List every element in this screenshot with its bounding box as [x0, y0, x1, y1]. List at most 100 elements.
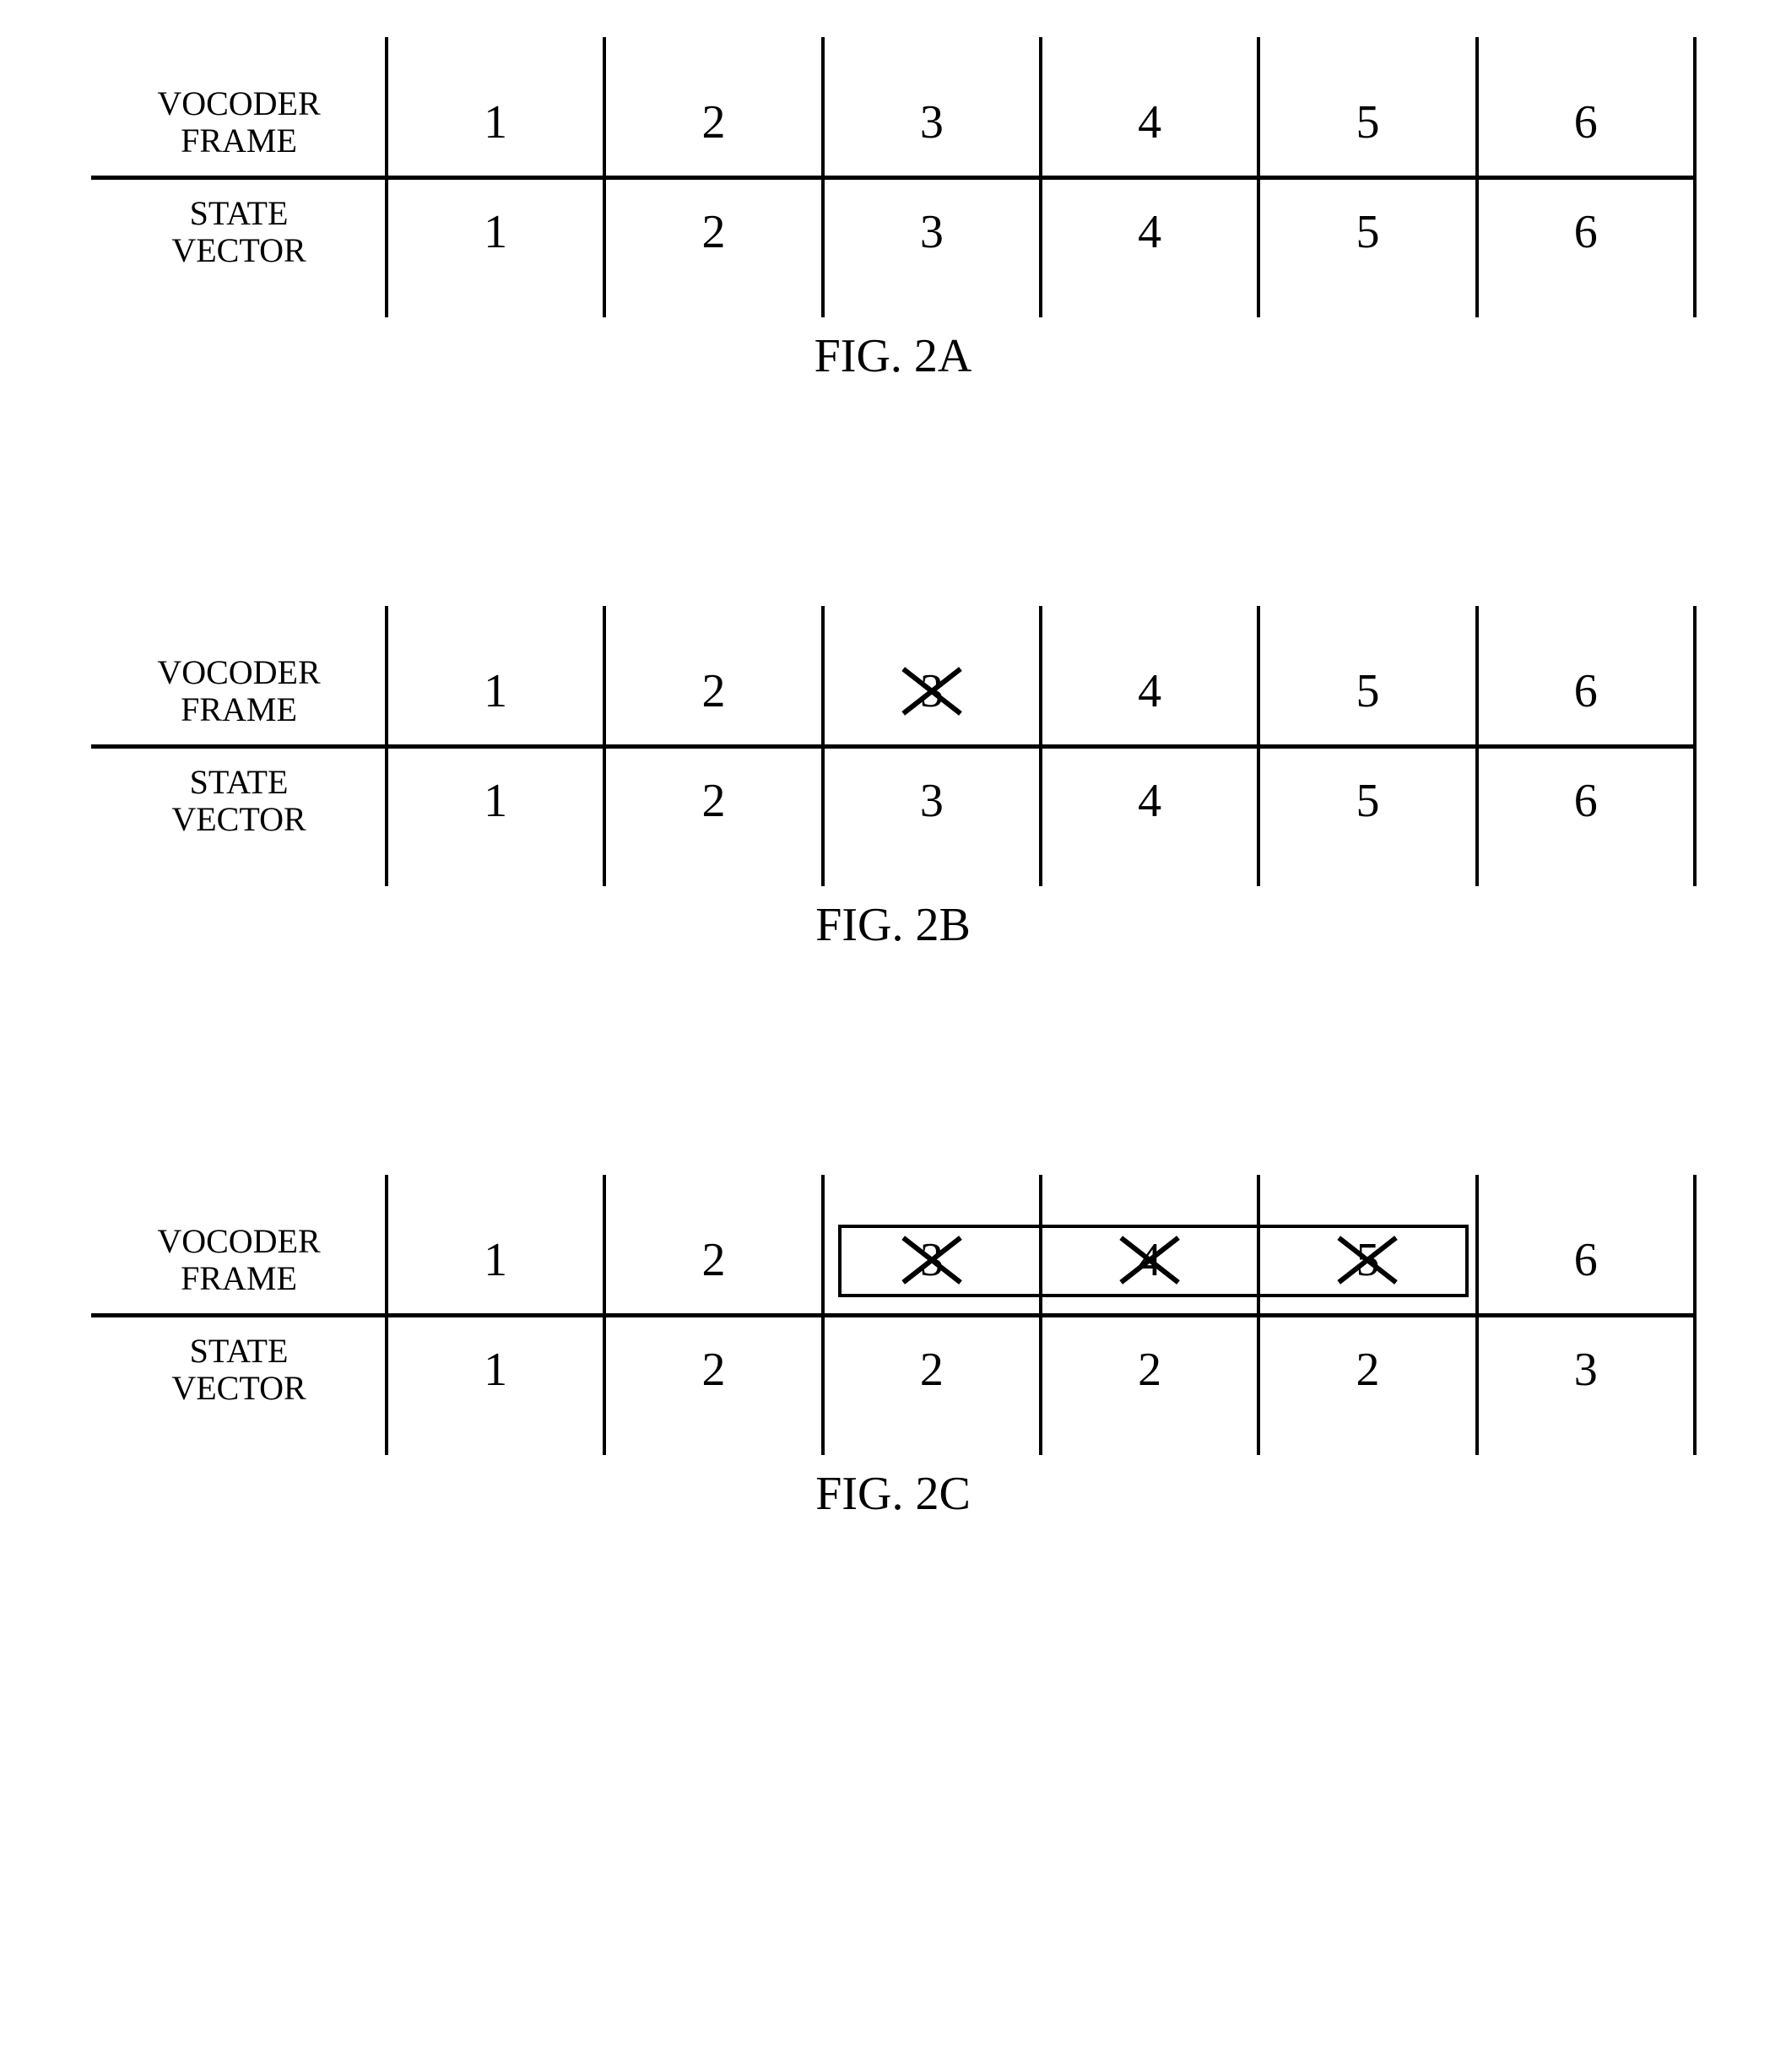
column-divider-bottom — [1039, 746, 1042, 886]
row-label-state: STATE VECTOR — [91, 177, 387, 287]
state-vector-value: 6 — [1574, 205, 1598, 259]
state-vector-value: 1 — [484, 774, 507, 828]
vocoder-frame-cell: 2 — [604, 1205, 822, 1315]
state-vector-cell: 4 — [1041, 746, 1258, 856]
vocoder-frame-value: 3 — [920, 1233, 944, 1287]
row-label-vocoder: VOCODER FRAME — [91, 636, 387, 746]
state-vector-cell: 2 — [604, 177, 822, 287]
state-vector-value: 2 — [701, 1343, 725, 1397]
vocoder-frame-value: 3 — [920, 664, 944, 718]
state-vector-cell: 2 — [1041, 1315, 1258, 1425]
vocoder-frame-value: 2 — [701, 664, 725, 718]
column-divider-bottom — [603, 177, 606, 317]
vocoder-frame-cell: 4 — [1041, 68, 1258, 177]
column-divider-bottom — [1693, 746, 1697, 886]
column-divider-top — [1257, 1175, 1260, 1315]
frame-state-table: VOCODER FRAME123456STATE VECTOR122223 — [91, 1205, 1695, 1425]
state-vector-cell: 5 — [1258, 177, 1476, 287]
state-vector-cell: 3 — [823, 177, 1041, 287]
column-divider-bottom — [385, 1315, 388, 1455]
state-vector-row: STATE VECTOR123456 — [91, 746, 1695, 856]
vocoder-frame-value: 6 — [1574, 95, 1598, 149]
vocoder-frame-value: 2 — [701, 1233, 725, 1287]
column-divider-top — [821, 606, 825, 746]
column-divider-top — [385, 1175, 388, 1315]
state-vector-value: 3 — [1574, 1343, 1598, 1397]
row-label-state: STATE VECTOR — [91, 746, 387, 856]
frame-state-table: VOCODER FRAME 1 2 3 4 5 6 STATE VECTOR 1 2 3 4 5 6 — [91, 68, 1695, 287]
state-vector-value: 3 — [920, 774, 944, 828]
state-vector-value: 6 — [1574, 774, 1598, 828]
row-divider-line — [91, 744, 1695, 749]
vocoder-frame-cell: 1 — [387, 1205, 604, 1315]
column-divider-bottom — [385, 746, 388, 886]
state-vector-value: 2 — [1138, 1343, 1161, 1397]
column-divider-top — [603, 1175, 606, 1315]
column-divider-top — [1693, 37, 1697, 177]
state-vector-cell: 3 — [1477, 1315, 1695, 1425]
vocoder-frame-value: 6 — [1574, 1233, 1598, 1287]
column-divider-bottom — [1475, 1315, 1479, 1455]
column-divider-bottom — [603, 746, 606, 886]
vocoder-frame-value: 1 — [484, 95, 507, 149]
vocoder-frame-cell: 2 — [604, 68, 822, 177]
column-divider-bottom — [1693, 177, 1697, 317]
state-vector-value: 4 — [1138, 205, 1161, 259]
state-vector-value: 4 — [1138, 774, 1161, 828]
column-divider-bottom — [1693, 1315, 1697, 1455]
vocoder-frame-cell: 5 — [1258, 636, 1476, 746]
state-vector-cell: 6 — [1477, 746, 1695, 856]
state-vector-cell: 4 — [1041, 177, 1258, 287]
vocoder-frame-value: 4 — [1138, 95, 1161, 149]
vocoder-frame-value: 3 — [920, 95, 944, 149]
vocoder-frame-cell: 5 — [1258, 1205, 1476, 1315]
figure-block: VOCODER FRAME 1 2 3 4 5 6 STATE VECTOR 1 2 3 4 5 6 FIG… — [76, 68, 1710, 383]
vocoder-frame-value: 5 — [1356, 95, 1379, 149]
vocoder-frame-cell: 3 — [823, 636, 1041, 746]
state-vector-cell: 1 — [387, 1315, 604, 1425]
vocoder-frame-value: 5 — [1356, 664, 1379, 718]
column-divider-top — [1039, 37, 1042, 177]
column-divider-top — [821, 37, 825, 177]
vocoder-frame-cell: 4 — [1041, 1205, 1258, 1315]
state-vector-cell: 2 — [604, 1315, 822, 1425]
column-divider-bottom — [1039, 1315, 1042, 1455]
row-divider-line — [91, 176, 1695, 180]
column-divider-top — [1039, 606, 1042, 746]
state-vector-value: 1 — [484, 205, 507, 259]
column-divider-bottom — [1039, 177, 1042, 317]
column-divider-top — [1693, 606, 1697, 746]
column-divider-bottom — [1475, 177, 1479, 317]
figure-caption: FIG. 2C — [76, 1467, 1710, 1521]
vocoder-frame-value: 5 — [1356, 1233, 1379, 1287]
state-vector-value: 1 — [484, 1343, 507, 1397]
row-label-vocoder: VOCODER FRAME — [91, 1205, 387, 1315]
vocoder-frame-cell: 4 — [1041, 636, 1258, 746]
column-divider-top — [385, 37, 388, 177]
state-vector-cell: 6 — [1477, 177, 1695, 287]
vocoder-frame-value: 4 — [1138, 664, 1161, 718]
row-label-vocoder: VOCODER FRAME — [91, 68, 387, 177]
figure-block: VOCODER FRAME123456STATE VECTOR123456FIG… — [76, 636, 1710, 952]
state-vector-cell: 1 — [387, 177, 604, 287]
column-divider-bottom — [1257, 177, 1260, 317]
column-divider-top — [603, 606, 606, 746]
column-divider-top — [1257, 37, 1260, 177]
row-divider-line — [91, 1313, 1695, 1317]
state-vector-value: 5 — [1356, 774, 1379, 828]
state-vector-value: 2 — [920, 1343, 944, 1397]
state-vector-row: STATE VECTOR 1 2 3 4 5 6 — [91, 177, 1695, 287]
state-vector-value: 3 — [920, 205, 944, 259]
state-vector-value: 2 — [701, 205, 725, 259]
vocoder-frame-value: 1 — [484, 1233, 507, 1287]
row-label-state: STATE VECTOR — [91, 1315, 387, 1425]
state-vector-cell: 2 — [823, 1315, 1041, 1425]
figure-caption: FIG. 2A — [76, 329, 1710, 383]
vocoder-frame-value: 2 — [701, 95, 725, 149]
state-vector-value: 5 — [1356, 205, 1379, 259]
column-divider-bottom — [1475, 746, 1479, 886]
vocoder-frame-cell: 1 — [387, 636, 604, 746]
figure-caption: FIG. 2B — [76, 898, 1710, 952]
vocoder-frame-row: VOCODER FRAME 1 2 3 4 5 6 — [91, 68, 1695, 177]
state-vector-row: STATE VECTOR122223 — [91, 1315, 1695, 1425]
